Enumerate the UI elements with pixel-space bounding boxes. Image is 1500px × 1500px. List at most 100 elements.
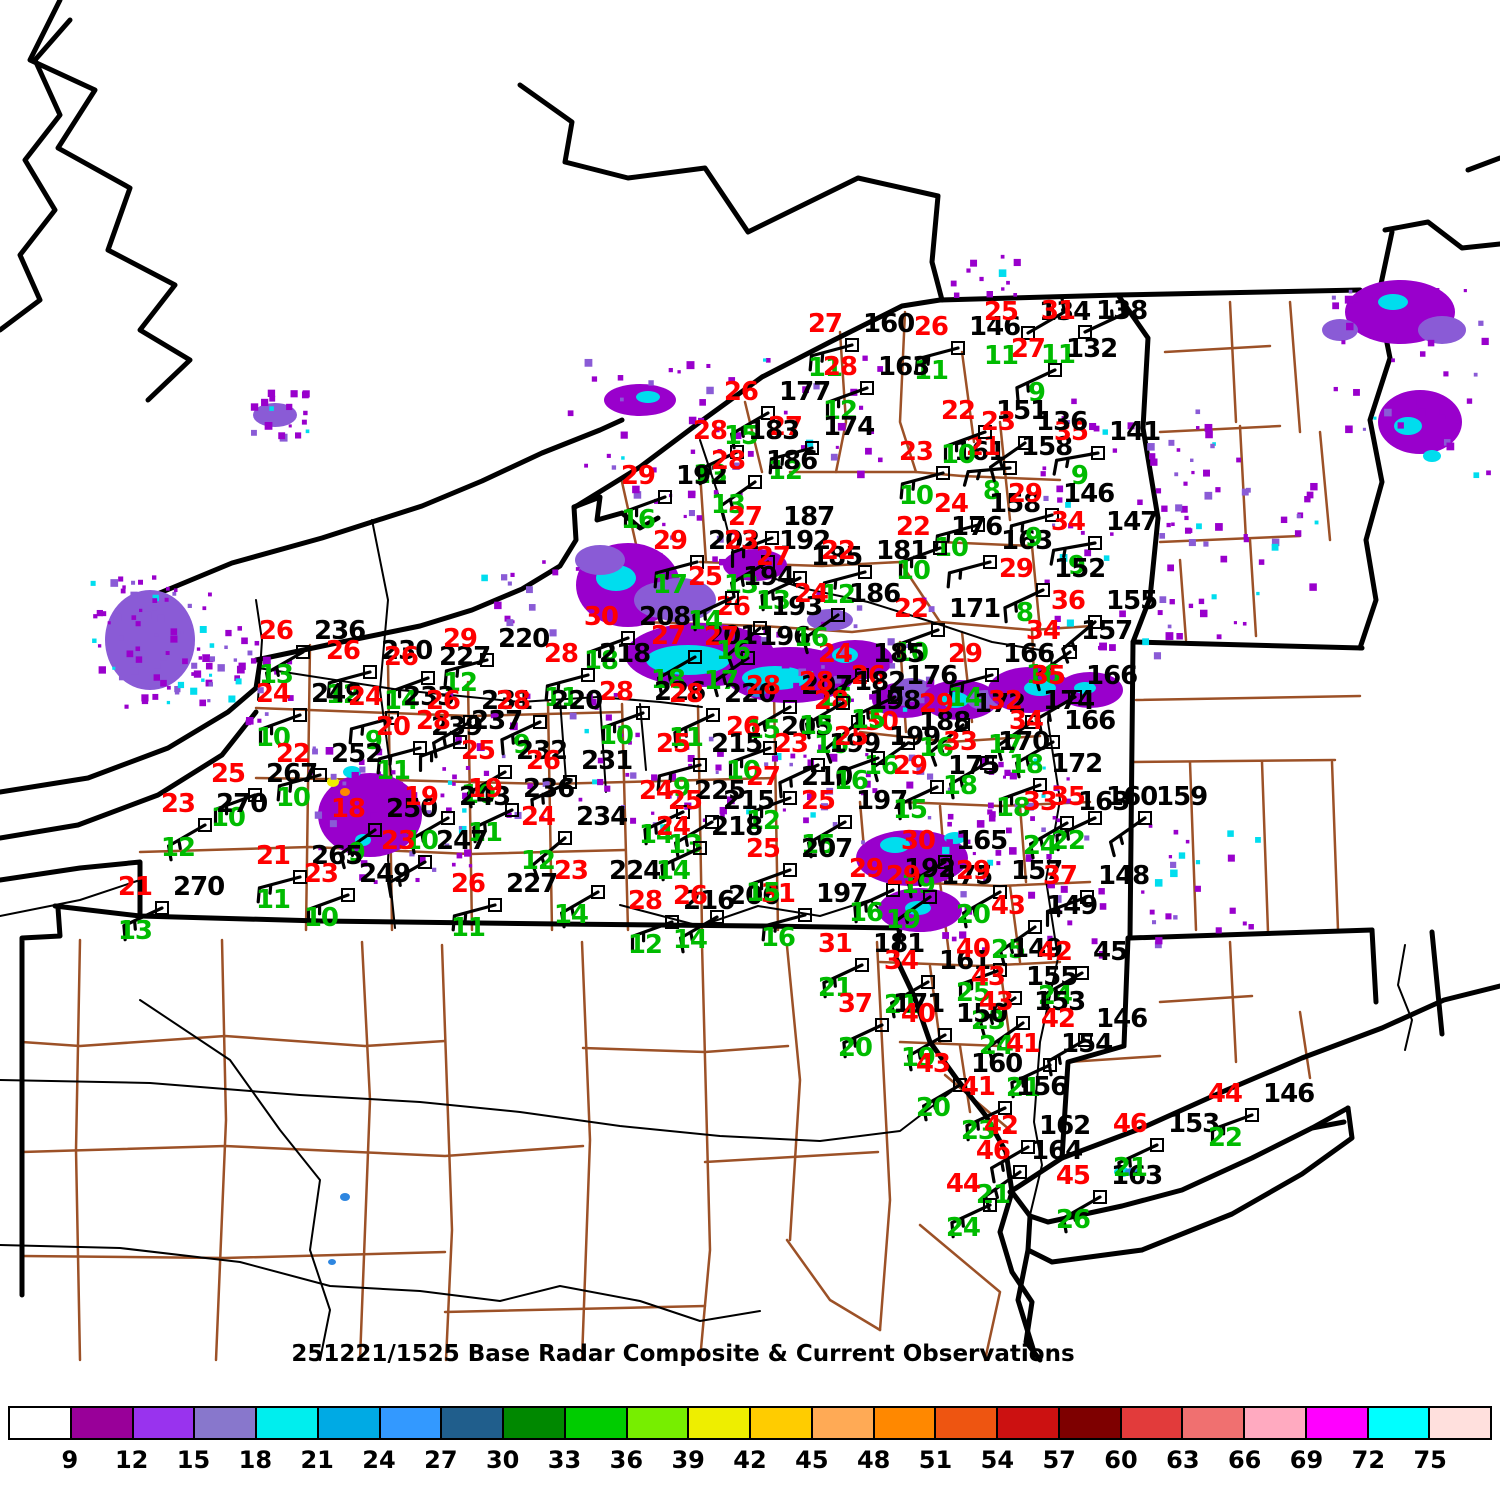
station-marker — [748, 475, 762, 489]
dewpoint-value: 22 — [1207, 1123, 1243, 1153]
radar-echo-speckle — [651, 774, 658, 781]
radar-echo-speckle — [1296, 513, 1301, 519]
temperature-value: 25 — [210, 759, 246, 789]
pressure-value: 138 — [1096, 296, 1148, 326]
radar-echo-speckle — [295, 432, 302, 439]
radar-echo-speckle — [1149, 909, 1155, 915]
radar-echo-speckle — [1344, 295, 1353, 304]
radar-echo-speckle — [468, 864, 473, 868]
pressure-value: 186 — [766, 446, 818, 476]
radar-echo-speckle — [713, 426, 720, 433]
radar-echo-speckle — [1098, 950, 1107, 959]
radar-echo-speckle — [1149, 453, 1156, 460]
pressure-value: 231 — [481, 686, 533, 716]
radar-echo-speckle — [987, 809, 993, 815]
radar-echo-speckle — [728, 377, 736, 384]
temperature-value: 19 — [467, 774, 503, 804]
radar-echo-speckle — [976, 820, 985, 828]
radar-echo-speckle — [90, 580, 96, 586]
station-marker — [886, 883, 900, 897]
radar-echo-speckle — [96, 609, 103, 617]
temperature-value: 31 — [760, 879, 796, 909]
radar-echo-speckle — [1168, 855, 1173, 859]
temperature-value: 24 — [933, 489, 969, 519]
radar-echo-speckle — [1098, 888, 1105, 895]
radar-echo-speckle — [465, 765, 470, 770]
dewpoint-value: 11 — [467, 818, 503, 848]
radar-echo-speckle — [712, 556, 718, 562]
dewpoint-value: 10 — [460, 780, 496, 810]
pressure-value: 237 — [471, 706, 523, 736]
station-marker — [761, 555, 775, 569]
radar-echo-speckle — [301, 391, 309, 399]
dewpoint-value: 9 — [512, 730, 531, 760]
temperature-value: 20 — [375, 712, 411, 742]
radar-echo-speckle — [569, 712, 577, 720]
colorbar-cell — [318, 1408, 381, 1438]
pressure-value: 153 — [1034, 987, 1086, 1017]
pressure-value: 234 — [576, 802, 628, 832]
dewpoint-value: 24 — [1022, 831, 1058, 861]
radar-echo-speckle — [196, 647, 201, 651]
radar-echo-speckle — [713, 490, 719, 495]
colorbar-label: 30 — [485, 1446, 520, 1474]
radar-echo-speckle — [1000, 254, 1005, 259]
radar-echo-speckle — [668, 367, 673, 373]
radar-echo-speckle — [1053, 895, 1062, 903]
temperature-value: 29 — [652, 526, 688, 556]
temperature-value: 22 — [893, 594, 929, 624]
temperature-value: 35 — [1053, 417, 1089, 447]
radar-echo-blob — [340, 1193, 350, 1201]
radar-echo-speckle — [856, 605, 863, 611]
radar-echo-speckle — [826, 787, 834, 795]
station-marker — [831, 608, 845, 622]
radar-echo-speckle — [445, 692, 454, 701]
radar-echo-speckle — [360, 814, 365, 820]
radar-echo-speckle — [1391, 358, 1395, 363]
pressure-value: 265 — [311, 841, 363, 871]
pressure-value: 227 — [506, 869, 558, 899]
radar-echo-speckle — [269, 406, 274, 411]
station-marker — [855, 668, 869, 682]
radar-echo-speckle — [1063, 426, 1067, 430]
dewpoint-value: 13 — [117, 916, 153, 946]
station-marker — [888, 690, 902, 704]
radar-echo-speckle — [1248, 924, 1254, 930]
radar-echo-speckle — [594, 705, 599, 710]
radar-echo-speckle — [605, 714, 612, 721]
dewpoint-value: 21 — [975, 1180, 1011, 1210]
radar-echo-speckle — [1056, 485, 1064, 493]
pressure-value: 236 — [314, 616, 366, 646]
radar-echo-speckle — [1362, 427, 1366, 431]
dewpoint-value: 20 — [955, 900, 991, 930]
radar-echo-speckle — [507, 581, 512, 586]
dewpoint-value: 10 — [940, 440, 976, 470]
radar-echo-speckle — [1006, 280, 1010, 285]
pressure-value: 164 — [1031, 1136, 1083, 1166]
temperature-value: 26 — [258, 616, 294, 646]
colorbar-label: 72 — [1351, 1446, 1386, 1474]
radar-echo-speckle — [207, 699, 211, 703]
temperature-value: 23 — [553, 856, 589, 886]
radar-echo-speckle — [805, 439, 814, 447]
radar-echo-speckle — [676, 795, 682, 800]
radar-echo-speckle — [1196, 523, 1202, 530]
dewpoint-value: 12 — [822, 396, 858, 426]
radar-echo-speckle — [719, 558, 726, 566]
temperature-value: 33 — [1022, 787, 1058, 817]
radar-echo-speckle — [1211, 594, 1217, 600]
radar-echo-speckle — [552, 569, 559, 576]
pressure-value: 166 — [1003, 639, 1055, 669]
temperature-value: 26 — [850, 661, 886, 691]
radar-echo-speckle — [120, 588, 126, 594]
station-marker — [498, 765, 512, 779]
temperature-value: 28 — [745, 671, 781, 701]
radar-echo-speckle — [138, 579, 144, 585]
dewpoint-value: 10 — [895, 556, 931, 586]
radar-echo-speckle — [584, 463, 589, 468]
radar-echo-speckle — [578, 797, 583, 802]
radar-echo-speckle — [462, 808, 467, 813]
colorbar-cell — [689, 1408, 751, 1438]
colorbar-cell — [874, 1408, 937, 1438]
radar-echo-speckle — [160, 679, 167, 687]
